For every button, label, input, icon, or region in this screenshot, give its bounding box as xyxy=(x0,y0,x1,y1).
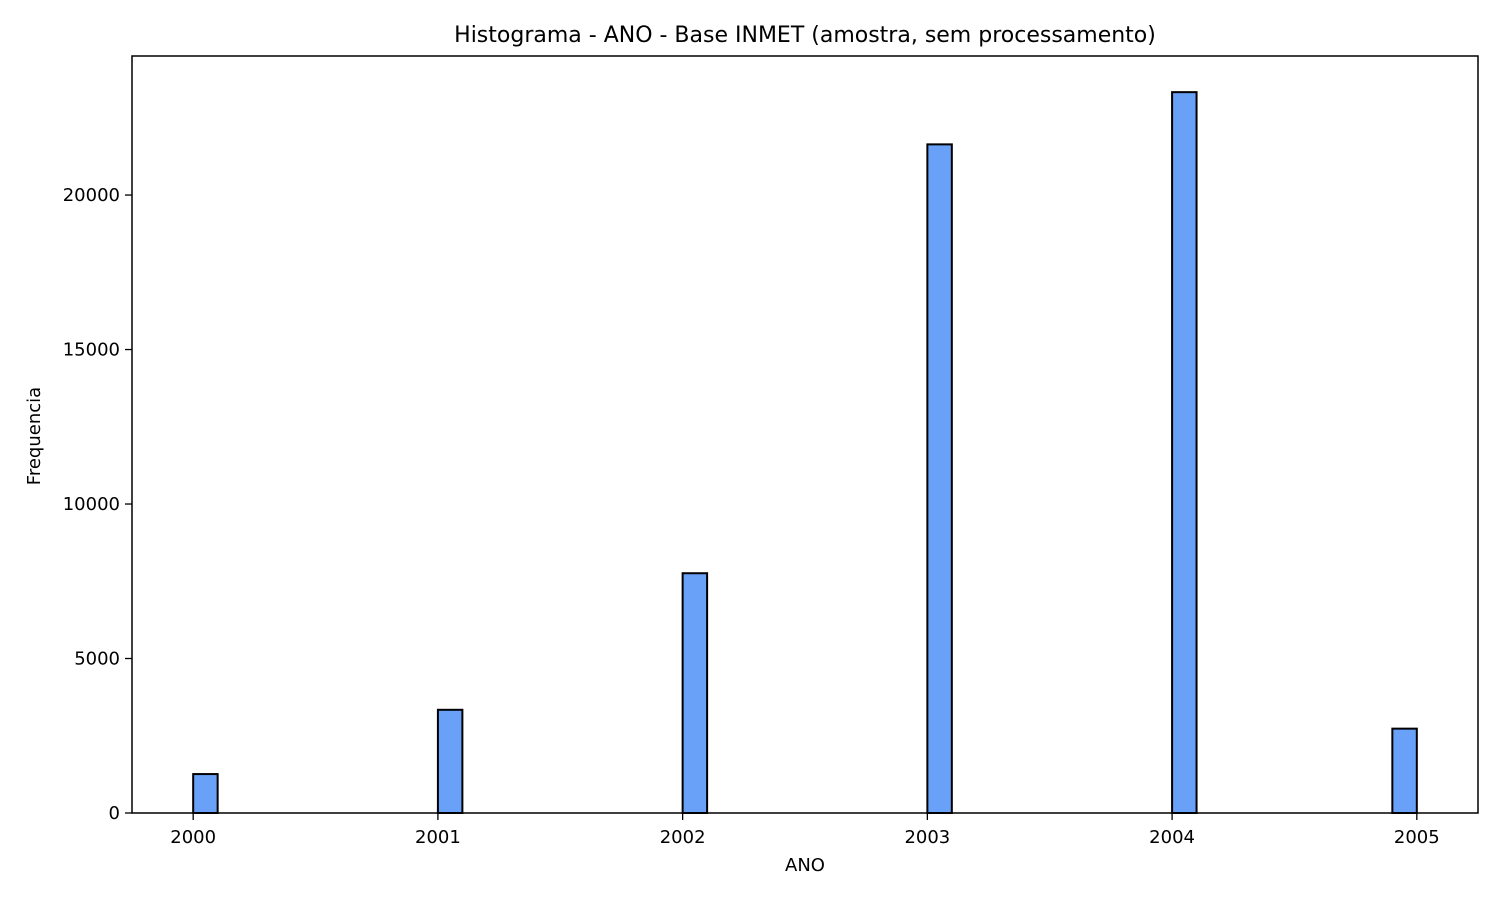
x-tick-label: 2001 xyxy=(415,827,461,848)
bars-group xyxy=(192,91,1418,815)
x-tick-label: 2002 xyxy=(660,827,706,848)
histogram-bar xyxy=(192,773,219,815)
histogram-bar xyxy=(1171,91,1198,814)
chart-title: Histograma - ANO - Base INMET (amostra, … xyxy=(454,23,1156,48)
x-tick-label: 2000 xyxy=(170,827,216,848)
y-axis: 0 5000 10000 15000 20000 xyxy=(63,185,132,824)
histogram-bar xyxy=(436,708,464,814)
x-tick-label: 2003 xyxy=(904,827,950,848)
histogram-bar xyxy=(681,572,709,814)
histogram-bar xyxy=(1391,727,1418,815)
histogram-bar xyxy=(926,143,953,814)
y-axis-label: Frequencia xyxy=(24,387,45,485)
x-tick-label: 2004 xyxy=(1149,827,1195,848)
x-axis-label: ANO xyxy=(785,855,825,876)
y-tick-label: 5000 xyxy=(74,649,120,670)
x-tick-label: 2005 xyxy=(1394,827,1440,848)
y-tick-label: 15000 xyxy=(63,340,120,361)
plot-frame xyxy=(131,55,1479,814)
y-tick-label: 10000 xyxy=(63,494,120,515)
x-axis: 2000 2001 2002 2003 2004 2005 xyxy=(170,813,1440,848)
y-tick-label: 0 xyxy=(109,803,120,824)
y-tick-label: 20000 xyxy=(63,185,120,206)
